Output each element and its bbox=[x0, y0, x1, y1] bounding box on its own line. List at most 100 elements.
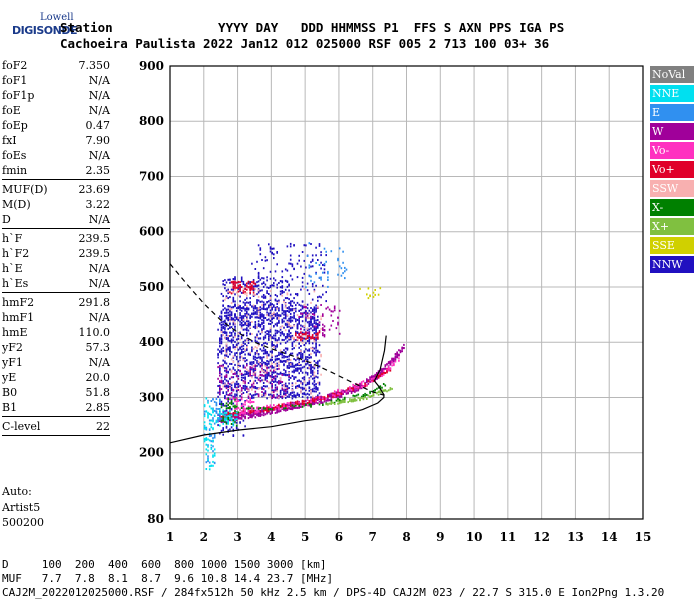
echo-point bbox=[268, 335, 270, 338]
param-label: foEs bbox=[2, 149, 27, 162]
echo-point bbox=[289, 319, 292, 322]
echo-point bbox=[234, 421, 236, 424]
echo-point bbox=[225, 393, 228, 396]
echo-point bbox=[234, 335, 236, 338]
echo-point bbox=[274, 334, 277, 337]
echo-point bbox=[311, 313, 314, 316]
echo-point bbox=[256, 311, 258, 314]
echo-point bbox=[376, 387, 378, 390]
echo-point bbox=[306, 349, 309, 352]
echo-point bbox=[327, 399, 329, 402]
echo-point bbox=[308, 366, 311, 369]
echo-point bbox=[283, 334, 285, 337]
echo-point bbox=[311, 369, 314, 372]
echo-point bbox=[259, 348, 262, 351]
echo-point bbox=[283, 333, 285, 336]
echo-point bbox=[232, 344, 235, 346]
echo-point bbox=[268, 300, 270, 303]
echo-point bbox=[269, 412, 272, 415]
echo-point bbox=[311, 366, 314, 369]
echo-point bbox=[288, 404, 290, 407]
echo-point bbox=[301, 325, 304, 328]
echo-point bbox=[315, 385, 317, 388]
echo-point bbox=[310, 356, 312, 359]
echo-point bbox=[257, 413, 260, 416]
echo-point bbox=[224, 383, 226, 386]
y-tick-label: 200 bbox=[139, 446, 164, 460]
param-label: M(D) bbox=[2, 198, 31, 211]
echo-point bbox=[217, 413, 219, 416]
echo-point bbox=[224, 354, 226, 357]
echo-point bbox=[269, 250, 272, 253]
echo-point bbox=[303, 259, 306, 262]
echo-point bbox=[269, 303, 272, 306]
echo-point bbox=[213, 452, 216, 455]
echo-point bbox=[278, 373, 280, 376]
echo-point bbox=[229, 385, 231, 388]
echo-point bbox=[355, 389, 358, 392]
echo-point bbox=[313, 309, 316, 312]
echo-point bbox=[325, 399, 327, 402]
echo-point bbox=[212, 455, 214, 458]
param-row: MUF(D) 23.69 bbox=[2, 182, 110, 197]
echo-point bbox=[261, 369, 263, 372]
echo-point bbox=[225, 412, 228, 415]
y-tick-label: 400 bbox=[139, 335, 164, 349]
echo-point bbox=[259, 317, 262, 320]
echo-point bbox=[234, 354, 236, 357]
echo-point bbox=[229, 331, 231, 334]
echo-point bbox=[323, 262, 326, 265]
echo-point bbox=[310, 321, 312, 323]
echo-point bbox=[315, 246, 317, 249]
param-row: foEp 0.47 bbox=[2, 118, 110, 133]
echo-point bbox=[327, 270, 329, 273]
echo-point bbox=[249, 285, 251, 288]
echo-point bbox=[257, 314, 260, 317]
echo-point bbox=[239, 355, 241, 358]
echo-point bbox=[279, 395, 282, 398]
echo-point bbox=[276, 354, 278, 357]
echo-point bbox=[256, 309, 258, 312]
echo-point bbox=[315, 254, 317, 257]
echo-point bbox=[276, 263, 278, 266]
echo-point bbox=[229, 326, 231, 329]
echo-point bbox=[288, 364, 290, 367]
echo-point bbox=[208, 429, 211, 431]
echo-point bbox=[224, 287, 226, 290]
echo-point bbox=[281, 356, 284, 359]
echo-point bbox=[300, 367, 302, 370]
echo-point bbox=[207, 412, 209, 415]
echo-point bbox=[232, 320, 235, 323]
echo-point bbox=[217, 352, 219, 355]
ionogram-header: Station YYYY DAY DDD HHMMSS P1 FFS S AXN… bbox=[60, 20, 564, 52]
echo-point bbox=[389, 387, 392, 390]
echo-point bbox=[227, 394, 229, 397]
echo-point bbox=[244, 400, 246, 402]
echo-point bbox=[274, 308, 277, 311]
echo-point bbox=[295, 376, 297, 379]
echo-point bbox=[340, 267, 343, 270]
echo-point bbox=[381, 369, 383, 371]
echo-point bbox=[264, 392, 267, 395]
echo-point bbox=[396, 351, 398, 354]
echo-point bbox=[262, 281, 265, 284]
echo-point bbox=[235, 338, 238, 341]
echo-point bbox=[210, 419, 213, 422]
echo-point bbox=[273, 317, 275, 320]
echo-point bbox=[271, 411, 273, 414]
echo-point bbox=[278, 315, 280, 318]
echo-point bbox=[235, 389, 238, 392]
echo-point bbox=[249, 303, 251, 306]
echo-point bbox=[288, 289, 290, 292]
echo-point bbox=[232, 395, 235, 398]
echo-point bbox=[235, 398, 238, 401]
echo-point bbox=[256, 307, 258, 309]
echo-point bbox=[266, 286, 268, 289]
echo-point bbox=[242, 434, 245, 437]
param-label: hmF2 bbox=[2, 296, 35, 309]
echo-point bbox=[311, 347, 314, 350]
echo-point bbox=[296, 337, 299, 340]
echo-point bbox=[306, 362, 309, 364]
param-row: fxI 7.90 bbox=[2, 133, 110, 148]
echo-point bbox=[289, 293, 292, 296]
